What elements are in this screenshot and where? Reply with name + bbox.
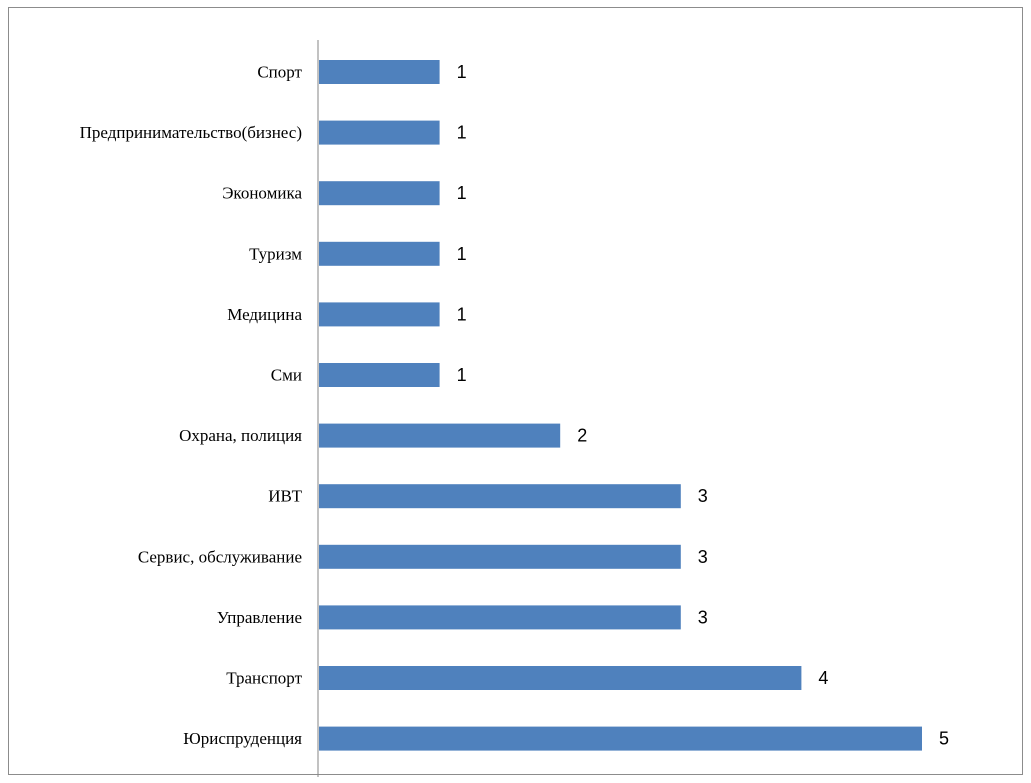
value-label: 1 [457, 244, 467, 264]
value-label: 4 [818, 668, 828, 688]
value-labels: 1 1 1 1 1 1 2 3 3 3 4 5 [457, 62, 949, 749]
category-label: Охрана, полиция [179, 426, 302, 445]
bar [319, 484, 681, 509]
category-label: Спорт [257, 63, 302, 82]
bar [319, 544, 681, 569]
category-label: Сми [271, 366, 302, 385]
category-label: Юриспруденция [183, 729, 302, 748]
bar [319, 666, 802, 690]
bar [319, 120, 440, 145]
category-label: Управление [217, 608, 302, 627]
category-label: ИВТ [268, 487, 302, 506]
bar [319, 605, 681, 630]
bar [319, 726, 922, 751]
value-label: 1 [457, 304, 467, 324]
value-label: 3 [698, 486, 708, 506]
chart-frame [8, 7, 1023, 775]
bar [319, 423, 561, 448]
value-label: 3 [698, 547, 708, 567]
bar [319, 302, 440, 327]
bar [319, 363, 440, 387]
category-label: Предпринимательство(бизнес) [80, 123, 302, 142]
value-label: 2 [577, 426, 587, 446]
value-label: 1 [457, 62, 467, 82]
category-label: Транспорт [226, 669, 302, 688]
category-label: Сервис, обслуживание [138, 547, 302, 566]
category-labels: Спорт Предпринимательство(бизнес) Экономик… [80, 63, 303, 749]
bar [319, 181, 440, 206]
category-label: Медицина [227, 305, 302, 324]
bar [319, 241, 440, 266]
bars-layer [319, 60, 922, 751]
value-label: 1 [457, 365, 467, 385]
value-label: 5 [939, 729, 949, 749]
bar [319, 60, 440, 84]
value-label: 3 [698, 607, 708, 627]
value-label: 1 [457, 183, 467, 203]
value-label: 1 [457, 123, 467, 143]
category-label: Туризм [249, 244, 302, 263]
category-label: Экономика [222, 184, 302, 203]
